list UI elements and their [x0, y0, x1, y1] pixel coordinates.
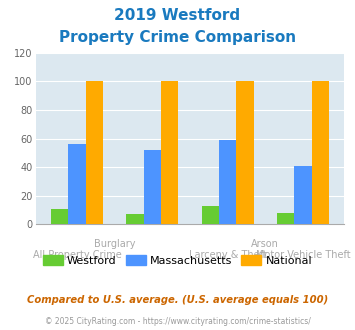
Text: Larceny & Theft: Larceny & Theft: [189, 250, 267, 260]
Legend: Westford, Massachusetts, National: Westford, Massachusetts, National: [38, 250, 317, 270]
Bar: [202, 206, 219, 224]
Bar: [86, 82, 103, 224]
Text: © 2025 CityRating.com - https://www.cityrating.com/crime-statistics/: © 2025 CityRating.com - https://www.city…: [45, 317, 310, 326]
Bar: [161, 82, 178, 224]
Bar: [68, 144, 86, 224]
Text: Burglary: Burglary: [94, 239, 135, 249]
Bar: [312, 82, 329, 224]
Bar: [236, 82, 253, 224]
Text: 2019 Westford: 2019 Westford: [114, 8, 241, 23]
Text: Property Crime Comparison: Property Crime Comparison: [59, 30, 296, 45]
Bar: [144, 150, 161, 224]
Bar: [277, 213, 294, 224]
Text: Arson: Arson: [251, 239, 279, 249]
Text: Compared to U.S. average. (U.S. average equals 100): Compared to U.S. average. (U.S. average …: [27, 295, 328, 305]
Bar: [126, 214, 143, 224]
Bar: [51, 209, 68, 224]
Text: All Property Crime: All Property Crime: [33, 250, 121, 260]
Bar: [219, 140, 236, 224]
Text: Motor Vehicle Theft: Motor Vehicle Theft: [256, 250, 350, 260]
Bar: [294, 166, 312, 224]
